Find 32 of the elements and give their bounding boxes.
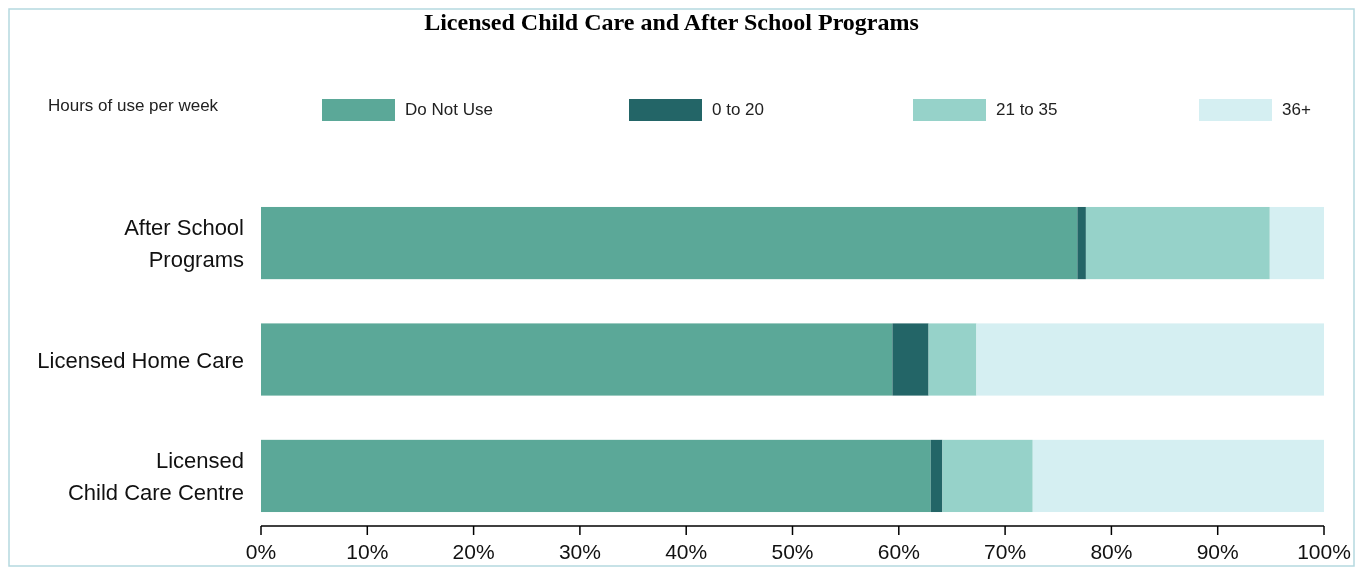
bar	[1032, 439, 1324, 513]
legend-label: 36+	[1282, 100, 1311, 119]
x-tick-label: 90%	[1196, 540, 1239, 563]
x-tick-label: 10%	[346, 540, 389, 563]
x-tick-label: 60%	[877, 540, 920, 563]
bar	[928, 323, 977, 396]
legend-label: Do Not Use	[405, 100, 493, 119]
bar	[261, 439, 931, 513]
bar	[892, 323, 929, 396]
x-tick-label: 100%	[1297, 540, 1351, 563]
bar	[261, 323, 893, 396]
bar	[930, 439, 943, 513]
legend-label: 21 to 35	[996, 100, 1058, 119]
chart-title: Licensed Child Care and After School Programs	[424, 9, 919, 35]
y-tick-label: Licensed Home Care	[37, 347, 244, 373]
y-tick-label: Licensed Child Care Centre	[67, 447, 244, 505]
bar	[261, 206, 1078, 280]
x-tick-label: 40%	[665, 540, 708, 563]
bar	[1269, 206, 1324, 280]
x-tick-label: 70%	[984, 540, 1027, 563]
x-tick-label: 50%	[771, 540, 814, 563]
bar	[1077, 206, 1086, 280]
legend-title: Hours of use per week	[48, 96, 219, 115]
bar	[1085, 206, 1270, 280]
x-tick-label: 80%	[1090, 540, 1133, 563]
x-tick-label: 30%	[558, 540, 601, 563]
legend-label: 0 to 20	[712, 100, 764, 119]
x-tick-label: 20%	[452, 540, 495, 563]
bar	[976, 323, 1324, 396]
bar	[942, 439, 1033, 513]
x-tick-label: 0%	[245, 540, 277, 563]
y-tick-label: After School Programs	[124, 215, 244, 273]
